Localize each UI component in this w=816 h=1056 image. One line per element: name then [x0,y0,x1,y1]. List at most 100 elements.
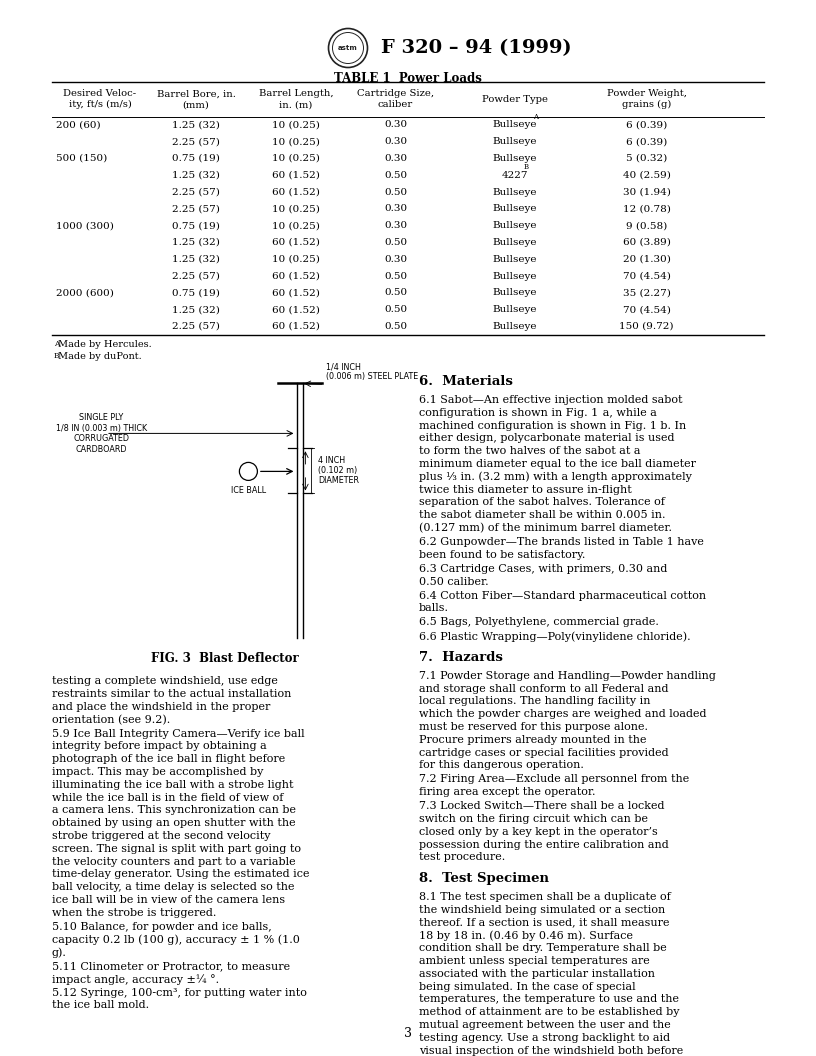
Text: 1.25 (32): 1.25 (32) [172,238,220,247]
Text: B: B [523,164,529,171]
Text: mutual agreement between the user and the: mutual agreement between the user and th… [419,1020,671,1030]
Text: plus ⅓ in. (3.2 mm) with a length approximately: plus ⅓ in. (3.2 mm) with a length approx… [419,472,692,483]
Text: 10 (0.25): 10 (0.25) [272,205,320,213]
Text: Bullseye: Bullseye [493,288,537,298]
Text: Barrel Length,
in. (m): Barrel Length, in. (m) [259,90,333,109]
Text: 0.50: 0.50 [384,305,407,315]
Text: 4 INCH
(0.102 m)
DIAMETER: 4 INCH (0.102 m) DIAMETER [318,456,359,486]
Text: 6.6 Plastic Wrapping—Poly(vinylidene chloride).: 6.6 Plastic Wrapping—Poly(vinylidene chl… [419,631,690,642]
Text: 0.30: 0.30 [384,120,407,130]
Text: must be reserved for this purpose alone.: must be reserved for this purpose alone. [419,722,648,732]
Text: F 320 – 94 (1999): F 320 – 94 (1999) [381,39,572,57]
Text: TABLE 1  Power Loads: TABLE 1 Power Loads [334,72,482,84]
Text: firing area except the operator.: firing area except the operator. [419,787,596,797]
Text: 5.9 Ice Ball Integrity Camera—Verify ice ball: 5.9 Ice Ball Integrity Camera—Verify ice… [52,729,304,738]
Text: test procedure.: test procedure. [419,852,505,863]
Text: photograph of the ice ball in flight before: photograph of the ice ball in flight bef… [52,754,286,765]
Text: ICE BALL: ICE BALL [231,487,266,495]
Text: integrity before impact by obtaining a: integrity before impact by obtaining a [52,741,267,752]
Text: 60 (1.52): 60 (1.52) [272,171,320,180]
Text: 60 (1.52): 60 (1.52) [272,305,320,315]
Text: when the strobe is triggered.: when the strobe is triggered. [52,908,216,918]
Text: 1.25 (32): 1.25 (32) [172,171,220,180]
Text: 1000 (300): 1000 (300) [56,221,114,230]
Text: Bullseye: Bullseye [493,322,537,331]
Text: 0.50: 0.50 [384,171,407,180]
Text: separation of the sabot halves. Tolerance of: separation of the sabot halves. Toleranc… [419,497,665,507]
Text: SINGLE PLY
1/8 IN (0.003 m) THICK
CORRUGATED
CARDBOARD: SINGLE PLY 1/8 IN (0.003 m) THICK CORRUG… [56,413,147,453]
Text: 60 (3.89): 60 (3.89) [623,238,671,247]
Text: 12 (0.78): 12 (0.78) [623,205,671,213]
Text: associated with the particular installation: associated with the particular installat… [419,968,655,979]
Text: minimum diameter equal to the ice ball diameter: minimum diameter equal to the ice ball d… [419,459,696,469]
Text: impact. This may be accomplished by: impact. This may be accomplished by [52,767,264,777]
Text: 0.50: 0.50 [384,238,407,247]
Text: Made by Hercules.: Made by Hercules. [59,340,153,350]
Text: testing agency. Use a strong backlight to aid: testing agency. Use a strong backlight t… [419,1033,670,1042]
Text: 18 by 18 in. (0.46 by 0.46 m). Surface: 18 by 18 in. (0.46 by 0.46 m). Surface [419,930,633,941]
Text: 2.25 (57): 2.25 (57) [172,205,220,213]
Text: 1.25 (32): 1.25 (32) [172,120,220,130]
Text: 5.12 Syringe, 100-cm³, for putting water into: 5.12 Syringe, 100-cm³, for putting water… [52,987,307,998]
Text: 4227: 4227 [502,171,528,180]
Text: 0.30: 0.30 [384,137,407,146]
Text: Made by duPont.: Made by duPont. [59,352,142,361]
Text: Bullseye: Bullseye [493,137,537,146]
Text: Barrel Bore, in.
(mm): Barrel Bore, in. (mm) [157,90,236,109]
Text: the sabot diameter shall be within 0.005 in.: the sabot diameter shall be within 0.005… [419,510,666,521]
Text: impact angle, accuracy ±¼ °.: impact angle, accuracy ±¼ °. [52,974,220,984]
Text: local regulations. The handling facility in: local regulations. The handling facility… [419,696,650,706]
Text: 20 (1.30): 20 (1.30) [623,254,671,264]
Text: 150 (9.72): 150 (9.72) [619,322,674,331]
Text: Procure primers already mounted in the: Procure primers already mounted in the [419,735,646,744]
Text: 8.  Test Specimen: 8. Test Specimen [419,872,549,885]
Text: the velocity counters and part to a variable: the velocity counters and part to a vari… [52,856,295,867]
Text: Powder Weight,
grains (g): Powder Weight, grains (g) [606,90,686,109]
Text: 0.50 caliber.: 0.50 caliber. [419,577,489,586]
Text: 9 (0.58): 9 (0.58) [626,221,667,230]
Text: cartridge cases or special facilities provided: cartridge cases or special facilities pr… [419,748,668,757]
Text: 7.  Hazards: 7. Hazards [419,652,503,664]
Text: 6.1 Sabot—An effective injection molded sabot: 6.1 Sabot—An effective injection molded … [419,395,682,404]
Text: B: B [54,352,60,360]
Text: restraints similar to the actual installation: restraints similar to the actual install… [52,690,291,699]
Text: 2.25 (57): 2.25 (57) [172,188,220,196]
Text: 1/4 INCH
(0.006 m) STEEL PLATE: 1/4 INCH (0.006 m) STEEL PLATE [326,362,419,381]
Text: (0.127 mm) of the minimum barrel diameter.: (0.127 mm) of the minimum barrel diamete… [419,523,672,533]
Text: being simulated. In the case of special: being simulated. In the case of special [419,981,636,992]
Text: and place the windshield in the proper: and place the windshield in the proper [52,702,270,712]
Text: 6.3 Cartridge Cases, with primers, 0.30 and: 6.3 Cartridge Cases, with primers, 0.30 … [419,564,667,573]
Text: 0.50: 0.50 [384,271,407,281]
Text: visual inspection of the windshield both before: visual inspection of the windshield both… [419,1045,683,1056]
Text: switch on the firing circuit which can be: switch on the firing circuit which can b… [419,814,648,824]
Text: 0.75 (19): 0.75 (19) [172,288,220,298]
Text: 1.25 (32): 1.25 (32) [172,254,220,264]
Text: Desired Veloc-
ity, ft/s (m/s): Desired Veloc- ity, ft/s (m/s) [64,90,136,109]
Text: FIG. 3  Blast Deflector: FIG. 3 Blast Deflector [151,653,299,665]
Text: condition shall be dry. Temperature shall be: condition shall be dry. Temperature shal… [419,943,667,954]
Text: 30 (1.94): 30 (1.94) [623,188,671,196]
Text: Bullseye: Bullseye [493,188,537,196]
Text: 0.30: 0.30 [384,221,407,230]
Text: 0.30: 0.30 [384,205,407,213]
Text: 6.2 Gunpowder—The brands listed in Table 1 have: 6.2 Gunpowder—The brands listed in Table… [419,536,704,547]
Text: 6.4 Cotton Fiber—Standard pharmaceutical cotton: 6.4 Cotton Fiber—Standard pharmaceutical… [419,590,706,601]
Text: either design, polycarbonate material is used: either design, polycarbonate material is… [419,433,675,444]
Text: 0.75 (19): 0.75 (19) [172,221,220,230]
Text: the ice ball mold.: the ice ball mold. [52,1000,149,1011]
Text: and storage shall conform to all Federal and: and storage shall conform to all Federal… [419,683,668,694]
Text: 60 (1.52): 60 (1.52) [272,288,320,298]
Text: astm: astm [338,45,358,51]
Text: closed only by a key kept in the operator’s: closed only by a key kept in the operato… [419,827,658,836]
Text: 6 (0.39): 6 (0.39) [626,120,667,130]
Text: 60 (1.52): 60 (1.52) [272,271,320,281]
Text: 60 (1.52): 60 (1.52) [272,188,320,196]
Text: configuration is shown in Fig. 1  a, while a: configuration is shown in Fig. 1 a, whil… [419,408,657,418]
Text: 0.50: 0.50 [384,322,407,331]
Text: Bullseye: Bullseye [493,221,537,230]
Text: 10 (0.25): 10 (0.25) [272,154,320,163]
Text: balls.: balls. [419,603,449,614]
Text: strobe triggered at the second velocity: strobe triggered at the second velocity [52,831,270,841]
Text: Bullseye: Bullseye [493,120,537,130]
Text: Bullseye: Bullseye [493,154,537,163]
